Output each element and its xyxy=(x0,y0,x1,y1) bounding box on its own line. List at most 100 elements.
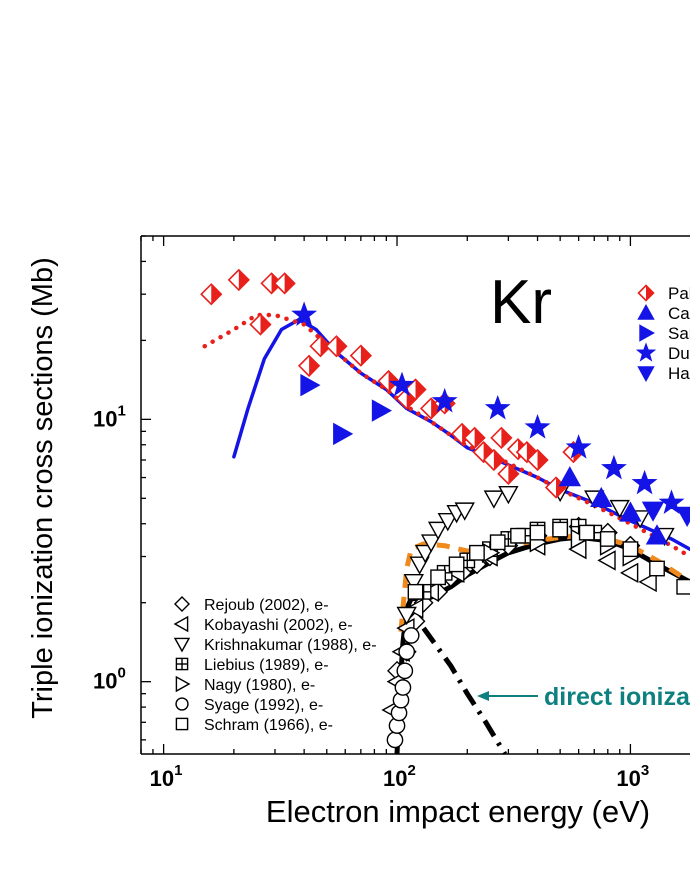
ion-point-sar-1 xyxy=(333,422,354,446)
electron-point-6-5 xyxy=(510,527,526,544)
ion-point-pal-15 xyxy=(463,426,486,449)
ion-point-pal-17-fill xyxy=(493,449,504,470)
electron-legend-marker-6 xyxy=(175,717,189,731)
electron-point-6-7 xyxy=(552,521,569,538)
ion-point-du-8 xyxy=(658,489,685,514)
ion-point-pal-23-fill xyxy=(556,477,567,498)
electron-legend-label-0: Rejoub (2002), e- xyxy=(204,597,329,614)
electron-legend-marker-1 xyxy=(173,615,189,633)
ion-point-pal-2 xyxy=(249,313,272,336)
x-tick-label-exponent: 2 xyxy=(408,762,416,779)
ion-point-pal-4 xyxy=(273,272,296,295)
electron-point-6-10 xyxy=(622,541,639,558)
electron-point-5-5 xyxy=(396,662,414,680)
ion-point-pal-0 xyxy=(200,283,223,306)
electron-legend-label-1: Kobayashi (2002), e- xyxy=(204,617,353,634)
x-tick-label-10e3: 103 xyxy=(616,762,649,791)
electron-legend-marker-4 xyxy=(175,675,191,693)
chart-title: Kr xyxy=(490,268,552,337)
x-axis-label: Electron impact energy (eV) xyxy=(266,794,650,829)
electron-point-5-6 xyxy=(398,643,416,661)
plot-area xyxy=(200,268,690,754)
electron-legend-marker-0 xyxy=(174,596,190,612)
electron-point-6-4 xyxy=(489,534,506,551)
ion-legend-label-pal: Pal xyxy=(668,284,690,303)
ion-point-pal-19 xyxy=(497,462,520,485)
y-tick-label-exponent: 0 xyxy=(117,665,125,682)
ion-point-du-6 xyxy=(601,454,627,480)
electron-point-5-7 xyxy=(402,627,420,644)
ion-point-du-4 xyxy=(524,414,551,439)
ion-point-sar-0 xyxy=(300,373,321,397)
ion-legend-marker-du xyxy=(635,342,657,362)
electron-point-2-13 xyxy=(609,499,630,519)
ion-point-du-1 xyxy=(389,371,415,397)
ion-point-pal-15-fill xyxy=(474,427,485,448)
ion-legend-label-cat: Cat xyxy=(668,304,690,323)
x-tick-label-10e1: 101 xyxy=(150,762,183,791)
ion-point-pal-8-fill xyxy=(360,345,371,366)
electron-point-2-10 xyxy=(498,485,519,505)
electron-point-6-9 xyxy=(599,531,616,547)
electron-point-6-12 xyxy=(676,578,690,595)
ion-legend-marker-pal-fill xyxy=(646,285,654,301)
ion-point-pal-8 xyxy=(349,344,372,367)
electron-legend-marker-2 xyxy=(173,637,191,653)
ion-data-markers xyxy=(200,268,690,545)
ion-point-du-7 xyxy=(631,469,658,495)
y-axis-label: Triple ionization cross sections (Mb) xyxy=(27,257,59,718)
ion-point-pal-2-fill xyxy=(260,314,271,335)
electron-legend-label-2: Krishnakumar (1988), e- xyxy=(204,637,377,654)
ion-legend: PalCatSarDuHa xyxy=(635,284,690,383)
electron-point-6-8 xyxy=(578,524,595,541)
electron-curve-dash-dot xyxy=(421,626,508,754)
annotation-text: direct ionization xyxy=(544,683,690,711)
direct-ionization-annotation: direct ionization xyxy=(477,683,690,711)
ion-point-pal-18 xyxy=(490,426,513,449)
y-tick-label-10e0: 100 xyxy=(93,665,126,694)
ion-point-pal-18-fill xyxy=(501,427,512,448)
ion-point-pal-22 xyxy=(526,448,549,472)
electron-point-1-10 xyxy=(597,550,616,571)
ion-point-pal-1-fill xyxy=(238,269,249,290)
electron-point-2-4 xyxy=(420,534,442,553)
electron-legend-label-5: Syage (1992), e- xyxy=(204,697,323,714)
ion-legend-label-sar: Sar xyxy=(668,324,690,343)
y-tick-label-10e1: 101 xyxy=(93,402,126,431)
electron-point-5-0 xyxy=(386,731,404,749)
ion-legend-marker-ha xyxy=(637,366,655,382)
ion-point-cat-1 xyxy=(590,486,613,508)
electron-point-6-6 xyxy=(529,524,546,541)
electron-point-2-0 xyxy=(396,606,417,626)
ion-point-pal-11 xyxy=(404,378,427,401)
x-tick-label-exponent: 1 xyxy=(174,762,182,779)
ion-point-pal-4-fill xyxy=(284,273,295,294)
ion-point-du-2 xyxy=(431,387,458,413)
electron-point-6-11 xyxy=(649,560,665,577)
ion-curve-dotted xyxy=(202,312,690,559)
axis-ticks xyxy=(140,235,632,754)
ion-point-pal-22-fill xyxy=(537,449,548,470)
ion-curve-solid xyxy=(232,317,690,551)
electron-legend: Rejoub (2002), e- Kobayashi (2002), e- Kri… xyxy=(173,596,377,734)
ion-point-pal-5 xyxy=(297,354,321,377)
electron-legend-marker-5 xyxy=(175,697,189,711)
ion-point-pal-1 xyxy=(227,268,250,292)
ion-point-pal-0-fill xyxy=(211,284,222,305)
electron-point-5-4 xyxy=(394,679,412,696)
electron-data-markers xyxy=(381,483,690,749)
electron-point-2-5 xyxy=(427,521,449,541)
ion-point-cat-3 xyxy=(645,524,669,545)
ion-point-pal-19-fill xyxy=(508,463,519,484)
ion-point-pal-7-fill xyxy=(336,336,347,357)
annotation-arrowhead xyxy=(477,691,489,701)
ion-point-pal-9 xyxy=(377,369,400,393)
electron-point-6-3 xyxy=(469,544,485,561)
ion-point-ha-0 xyxy=(641,501,665,522)
ion-point-du-5 xyxy=(565,434,592,459)
x-tick-label-10e2: 102 xyxy=(383,762,416,791)
ion-point-sar-2 xyxy=(371,399,392,422)
ion-legend-marker-sar xyxy=(639,324,655,342)
electron-point-6-0 xyxy=(407,583,424,600)
